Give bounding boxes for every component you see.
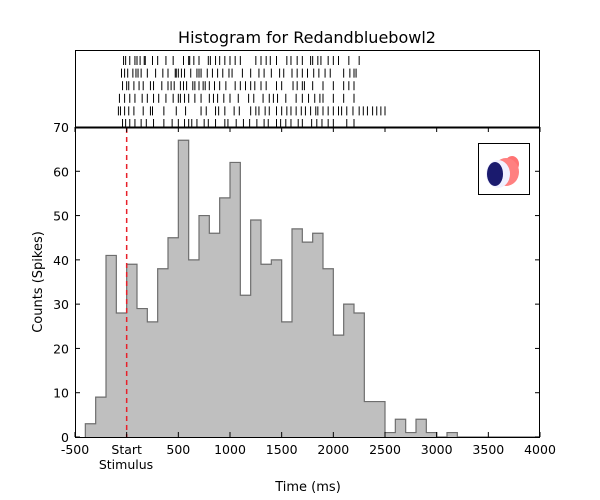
x-tick-label: 500 <box>166 442 190 457</box>
y-tick-label: 40 <box>53 253 69 268</box>
y-tick-label: 0 <box>61 430 69 445</box>
x-axis-label: Time (ms) <box>274 480 341 495</box>
stimulus-label: Stimulus <box>99 457 153 472</box>
x-tick-label: 4000 <box>524 442 556 457</box>
chart-title: Histogram for Redandbluebowl2 <box>178 28 436 47</box>
y-axis-ticks: 0 10 20 30 40 50 60 <box>53 164 540 445</box>
y-tick-label-top: 70 <box>53 120 69 135</box>
y-axis-label: Counts (Spikes) <box>31 231 46 333</box>
x-axis-ticks: -500 Start 500 1000 1500 2000 2500 3000 3500 4000 <box>61 127 556 457</box>
stimulus-thumbnail <box>478 143 530 195</box>
histogram-panel: -500 Start 500 1000 1500 2000 2500 3000 3500 4000… <box>53 126 556 457</box>
x-tick-label: Start <box>111 442 142 457</box>
y-tick-label: 60 <box>53 164 69 179</box>
x-tick-label: 3000 <box>421 442 453 457</box>
x-tick-label: 2000 <box>317 442 349 457</box>
x-tick-label: 3500 <box>472 442 504 457</box>
x-tick-label: 1000 <box>214 442 246 457</box>
x-tick-label: 2500 <box>369 442 401 457</box>
y-tick-label: 30 <box>53 297 69 312</box>
y-tick-label: 50 <box>53 209 69 224</box>
raster-panel <box>75 50 540 128</box>
histogram-bars <box>84 139 540 438</box>
y-tick-label: 10 <box>53 386 69 401</box>
x-tick-label: 1500 <box>266 442 298 457</box>
x-tick-label: -500 <box>61 442 89 457</box>
y-tick-label: 20 <box>53 341 69 356</box>
